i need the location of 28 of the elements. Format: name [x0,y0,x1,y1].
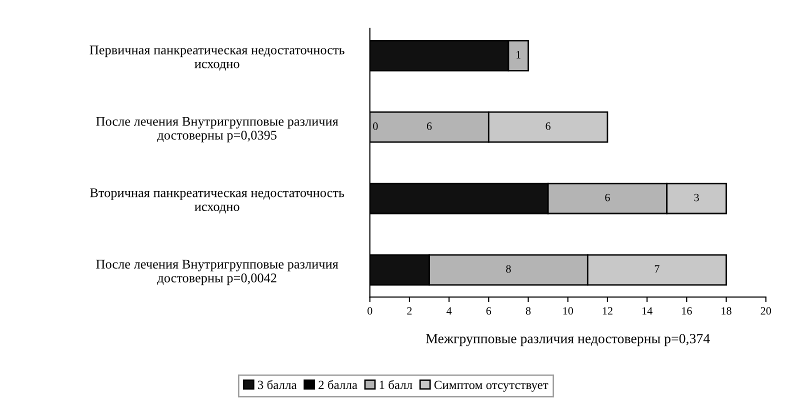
data-label: 3 [694,194,699,202]
x-tick-label: 0 [368,307,372,315]
data-label: 6 [546,122,551,130]
data-label: 6 [605,194,610,202]
x-tick-label: 10 [563,307,573,315]
legend-label: 3 балла [258,380,297,390]
x-tick-label: 2 [407,307,412,315]
x-tick-label: 20 [760,307,771,315]
legend-label: Симптом отсутствует [434,380,548,392]
legend-label: 2 балла [318,380,358,390]
data-label: 7 [654,265,660,273]
y-tick-label: Вторичная панкреатическая недостаточность исходно [90,188,344,214]
data-label: 8 [506,265,511,273]
annotation: 0 [373,122,378,130]
x-tick-label: 16 [682,307,692,315]
x-tick-label: 18 [722,307,732,315]
data-label: 6 [426,122,432,130]
y-tick-label: Первичная панкреатическая недостаточность исходно [90,46,344,71]
data-label: 1 [516,51,520,58]
x-axis-title: Межгрупповые различия недостоверны р=0,374 [426,334,710,346]
y-tick-label: После лечения Внутригрупповые различия достоверны р=0,0395 [96,117,338,142]
x-tick-label: 4 [446,307,452,315]
x-tick-label: 12 [602,307,612,315]
x-tick-label: 6 [486,307,492,315]
x-tick-label: 8 [526,307,531,315]
x-tick-label: 14 [642,307,652,315]
legend-label: 1 балл [380,380,412,390]
y-tick-label: После лечения Внутригрупповые различия достоверны р=0,0042 [96,260,338,286]
